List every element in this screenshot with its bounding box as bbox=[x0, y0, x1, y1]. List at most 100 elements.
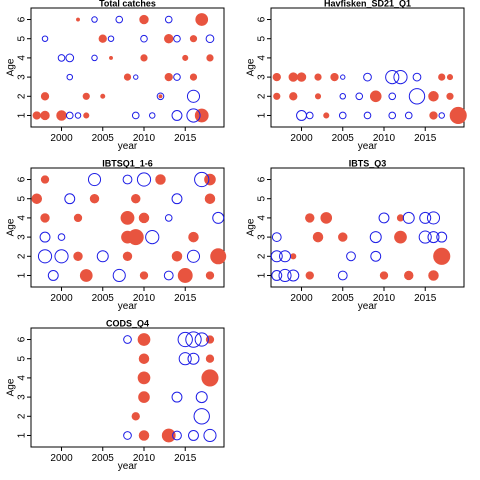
positive-bubble bbox=[438, 73, 446, 81]
panel-3: IBTSQ1_1-6 2000 2005 2010 2015 1 2 3 4 5 6 year Age bbox=[6, 159, 227, 312]
y-tick-label: 4 bbox=[17, 375, 28, 381]
negative-bubble bbox=[340, 74, 346, 80]
negative-bubble bbox=[74, 112, 82, 119]
plot-frame bbox=[30, 327, 225, 448]
positive-bubble bbox=[288, 72, 298, 82]
y-tick-label: 2 bbox=[17, 93, 28, 99]
x-tick-label: 2010 bbox=[133, 453, 156, 464]
positive-bubble bbox=[338, 232, 348, 242]
negative-bubble bbox=[123, 335, 132, 344]
negative-bubble bbox=[187, 352, 200, 365]
positive-bubble bbox=[428, 91, 439, 102]
panel-title: CODS_Q4 bbox=[106, 319, 149, 329]
negative-bubble bbox=[54, 249, 69, 264]
negative-bubble bbox=[164, 15, 173, 24]
y-tick-label: 5 bbox=[17, 195, 28, 201]
negative-bubble bbox=[140, 34, 148, 43]
positive-bubble bbox=[158, 94, 163, 99]
negative-bubble bbox=[271, 232, 282, 242]
negative-bubble bbox=[438, 112, 445, 119]
negative-bubble bbox=[408, 88, 426, 105]
x-axis-label: year bbox=[118, 141, 138, 152]
y-tick-label: 6 bbox=[17, 16, 28, 22]
y-tick-label: 3 bbox=[257, 234, 268, 240]
negative-bubble bbox=[163, 270, 174, 281]
x-tick-label: 2015 bbox=[174, 293, 197, 304]
y-tick-label: 1 bbox=[17, 112, 28, 118]
positive-bubble bbox=[273, 92, 281, 100]
positive-bubble bbox=[394, 230, 407, 244]
positive-bubble bbox=[83, 112, 90, 119]
negative-bubble bbox=[133, 74, 139, 80]
y-tick-label: 1 bbox=[17, 432, 28, 438]
y-tick-label: 6 bbox=[257, 176, 268, 182]
positive-bubble bbox=[289, 92, 298, 101]
positive-bubble bbox=[312, 231, 324, 243]
plot-frame bbox=[30, 167, 225, 288]
positive-bubble bbox=[122, 251, 133, 261]
y-axis-label: Age bbox=[246, 58, 257, 76]
x-tick-label: 2015 bbox=[174, 133, 197, 144]
positive-bubble bbox=[109, 55, 113, 60]
y-tick-label: 6 bbox=[17, 336, 28, 342]
positive-bubble bbox=[404, 270, 414, 281]
negative-bubble bbox=[171, 110, 183, 121]
positive-bubble bbox=[140, 54, 148, 62]
positive-bubble bbox=[139, 271, 149, 280]
negative-bubble bbox=[39, 231, 51, 243]
negative-bubble bbox=[123, 431, 132, 440]
negative-bubble bbox=[164, 214, 173, 222]
positive-bubble bbox=[182, 54, 189, 61]
positive-bubble bbox=[120, 211, 135, 225]
negative-bubble bbox=[91, 16, 98, 23]
positive-bubble bbox=[40, 175, 50, 184]
y-tick-label: 4 bbox=[257, 55, 268, 61]
negative-bubble bbox=[369, 231, 382, 244]
positive-bubble bbox=[433, 247, 451, 265]
y-tick-label: 2 bbox=[17, 413, 28, 419]
negative-bubble bbox=[388, 92, 397, 101]
positive-bubble bbox=[98, 34, 107, 43]
negative-bubble bbox=[57, 233, 66, 241]
positive-bubble bbox=[396, 214, 405, 222]
y-tick-label: 5 bbox=[257, 195, 268, 201]
positive-bubble bbox=[131, 194, 141, 204]
positive-bubble bbox=[201, 369, 219, 387]
panel-2: Havfisken_SD21_Q1 2000 2005 2010 2015 1 2 3 4 5 6 y… bbox=[246, 0, 467, 152]
y-tick-label: 6 bbox=[257, 16, 268, 22]
negative-bubble bbox=[145, 229, 160, 245]
negative-bubble bbox=[339, 93, 347, 100]
x-tick-label: 2005 bbox=[332, 293, 355, 304]
y-tick-label: 5 bbox=[257, 35, 268, 41]
x-tick-label: 2010 bbox=[373, 293, 396, 304]
x-tick-label: 2000 bbox=[290, 293, 313, 304]
y-axis-label: Age bbox=[6, 218, 17, 236]
negative-bubble bbox=[64, 193, 76, 205]
positive-bubble bbox=[314, 93, 322, 100]
x-tick-label: 2000 bbox=[50, 293, 73, 304]
y-tick-label: 6 bbox=[17, 176, 28, 182]
negative-bubble bbox=[419, 211, 432, 224]
y-axis-label: Age bbox=[6, 378, 17, 396]
positive-bubble bbox=[40, 110, 50, 121]
x-tick-label: 2010 bbox=[373, 133, 396, 144]
y-tick-label: 4 bbox=[17, 215, 28, 221]
x-axis-label: year bbox=[118, 461, 138, 472]
negative-bubble bbox=[418, 230, 432, 244]
plot-frame bbox=[270, 167, 465, 288]
negative-bubble bbox=[338, 111, 347, 120]
positive-bubble bbox=[305, 213, 315, 223]
positive-bubble bbox=[189, 35, 198, 43]
y-tick-label: 3 bbox=[17, 74, 28, 80]
y-axis-label: Age bbox=[246, 218, 257, 236]
panel-title: IBTS_Q3 bbox=[349, 159, 387, 169]
negative-bubble bbox=[404, 111, 413, 120]
negative-bubble bbox=[193, 408, 210, 425]
positive-bubble bbox=[323, 112, 330, 119]
x-tick-label: 2000 bbox=[50, 133, 73, 144]
positive-bubble bbox=[76, 17, 80, 22]
positive-bubble bbox=[379, 271, 389, 280]
negative-bubble bbox=[66, 73, 74, 81]
negative-bubble bbox=[270, 250, 283, 263]
x-axis-label: year bbox=[358, 301, 378, 312]
